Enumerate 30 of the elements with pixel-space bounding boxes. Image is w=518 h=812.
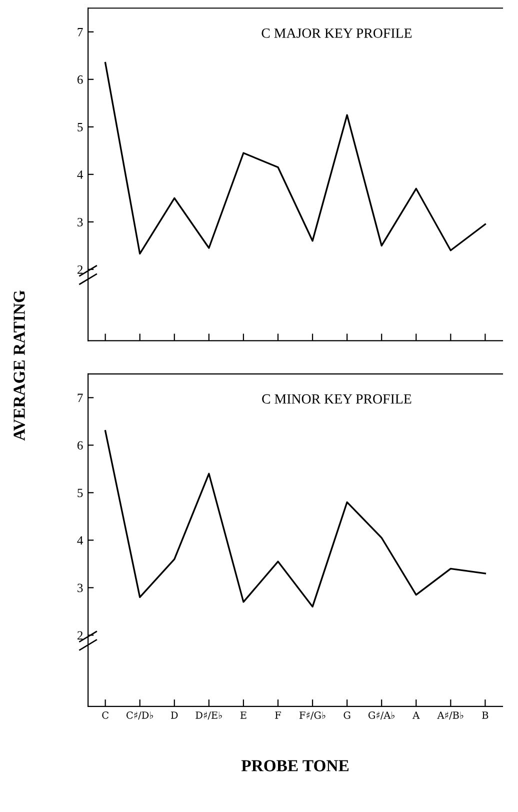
x-tick-label: B	[482, 712, 488, 719]
line-series	[104, 430, 486, 608]
y-tick-label: 6	[77, 75, 83, 84]
y-tick-label: 3	[78, 218, 83, 226]
y-tick-label: 7	[78, 28, 83, 36]
line-series	[104, 62, 486, 255]
x-tick-label: D	[171, 712, 178, 719]
x-tick-label: E	[240, 712, 246, 719]
x-tick-label: D♯/E♭	[196, 712, 222, 720]
y-tick-label: 7	[78, 394, 83, 402]
x-tick-label: A	[412, 712, 420, 719]
x-tick-label: C	[102, 711, 108, 719]
y-axis-title: AVERAGE RATING	[14, 290, 25, 441]
x-tick-label: G♯/A♭	[368, 711, 394, 720]
y-tick-label: 4	[77, 536, 84, 545]
x-tick-label: F	[275, 712, 281, 719]
y-tick-label: 2	[78, 631, 83, 640]
y-tick-label: 4	[77, 170, 84, 179]
text: C MAJOR KEY PROFILE	[262, 28, 412, 38]
y-tick-label: 2	[78, 265, 83, 274]
y-tick-label: 5	[78, 488, 83, 498]
x-tick-label: F♯/G♭	[300, 711, 326, 720]
x-axis-title: PROBE TONE	[241, 760, 349, 772]
y-tick-label: 3	[78, 584, 83, 592]
x-tick-label: A♯/B♭	[437, 712, 464, 720]
x-tick-label: G	[344, 711, 350, 719]
text: C MINOR KEY PROFILE	[262, 394, 412, 404]
y-tick-label: 6	[77, 441, 83, 450]
y-tick-label: 5	[78, 123, 83, 132]
x-tick-label: C♯/D♭	[126, 711, 153, 720]
